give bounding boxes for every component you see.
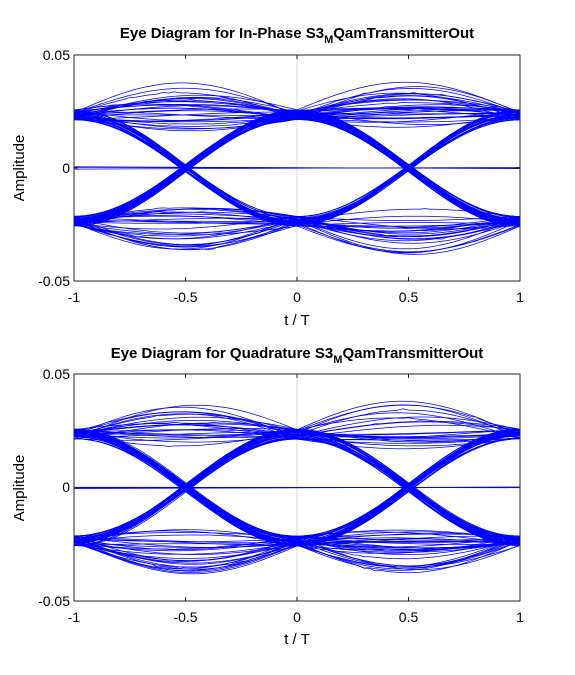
ytick-label: 0.05	[43, 47, 70, 63]
eye-trace	[73, 486, 521, 489]
xtick-label: 0	[293, 609, 301, 625]
x-axis-label: t / T	[284, 631, 310, 648]
eye-trace	[73, 114, 521, 217]
eye-trace	[73, 542, 521, 569]
ytick-label: -0.05	[38, 593, 70, 609]
eye-trace	[73, 223, 521, 253]
eye-traces	[73, 400, 521, 575]
xtick-label: -1	[68, 609, 81, 625]
ytick-label: 0	[62, 160, 70, 176]
tick-marks	[73, 54, 521, 282]
plot-title: Eye Diagram for In-Phase S3MQamTransmitt…	[120, 25, 474, 46]
tick-marks	[73, 373, 521, 602]
eye-trace	[73, 428, 521, 540]
eye-trace	[73, 82, 521, 121]
ytick-label: -0.05	[38, 273, 70, 289]
plot-in-phase: Eye Diagram for In-Phase S3MQamTransmitt…	[11, 25, 524, 329]
eye-trace	[73, 431, 521, 544]
xtick-label: 1	[516, 609, 524, 625]
xtick-label: 0.5	[399, 289, 419, 305]
eye-trace	[73, 115, 521, 229]
eye-trace	[73, 431, 521, 542]
eye-trace	[73, 429, 521, 544]
eye-trace	[73, 118, 521, 220]
eye-trace	[73, 110, 521, 223]
eye-trace	[73, 433, 521, 538]
eye-trace	[73, 434, 521, 542]
eye-trace	[73, 91, 521, 123]
eye-trace	[73, 429, 521, 539]
plot-title: Eye Diagram for Quadrature S3MQamTransmi…	[111, 345, 484, 366]
eye-trace	[73, 208, 521, 240]
eye-trace	[73, 111, 521, 223]
eye-trace	[73, 110, 521, 220]
xtick-label: 1	[516, 289, 524, 305]
eye-traces	[73, 81, 521, 255]
x-axis-label: t / T	[284, 312, 310, 329]
xtick-label: 0.5	[399, 609, 419, 625]
plot-quadrature: Eye Diagram for Quadrature S3MQamTransmi…	[11, 345, 524, 648]
eye-trace	[73, 117, 521, 224]
eye-trace	[73, 111, 521, 218]
eye-trace	[73, 411, 521, 437]
eye-trace	[73, 108, 521, 130]
eye-trace	[73, 536, 521, 565]
eye-trace	[73, 167, 521, 169]
xtick-label: 0	[293, 289, 301, 305]
eye-trace	[73, 535, 521, 568]
ytick-label: 0.05	[43, 366, 70, 382]
y-axis-label: Amplitude	[11, 135, 28, 202]
eye-trace	[73, 435, 521, 550]
eye-trace	[73, 216, 521, 247]
eye-trace	[73, 412, 521, 540]
xtick-label: -0.5	[173, 289, 197, 305]
eye-trace	[73, 167, 521, 170]
eye-trace	[73, 429, 521, 544]
eye-trace	[73, 420, 521, 439]
eye-trace	[73, 113, 521, 225]
y-axis-label: Amplitude	[11, 455, 28, 522]
eye-trace	[73, 115, 521, 226]
eye-trace	[73, 114, 521, 246]
xtick-label: -1	[68, 289, 81, 305]
xtick-label: -0.5	[173, 609, 197, 625]
ytick-label: 0	[62, 479, 70, 495]
